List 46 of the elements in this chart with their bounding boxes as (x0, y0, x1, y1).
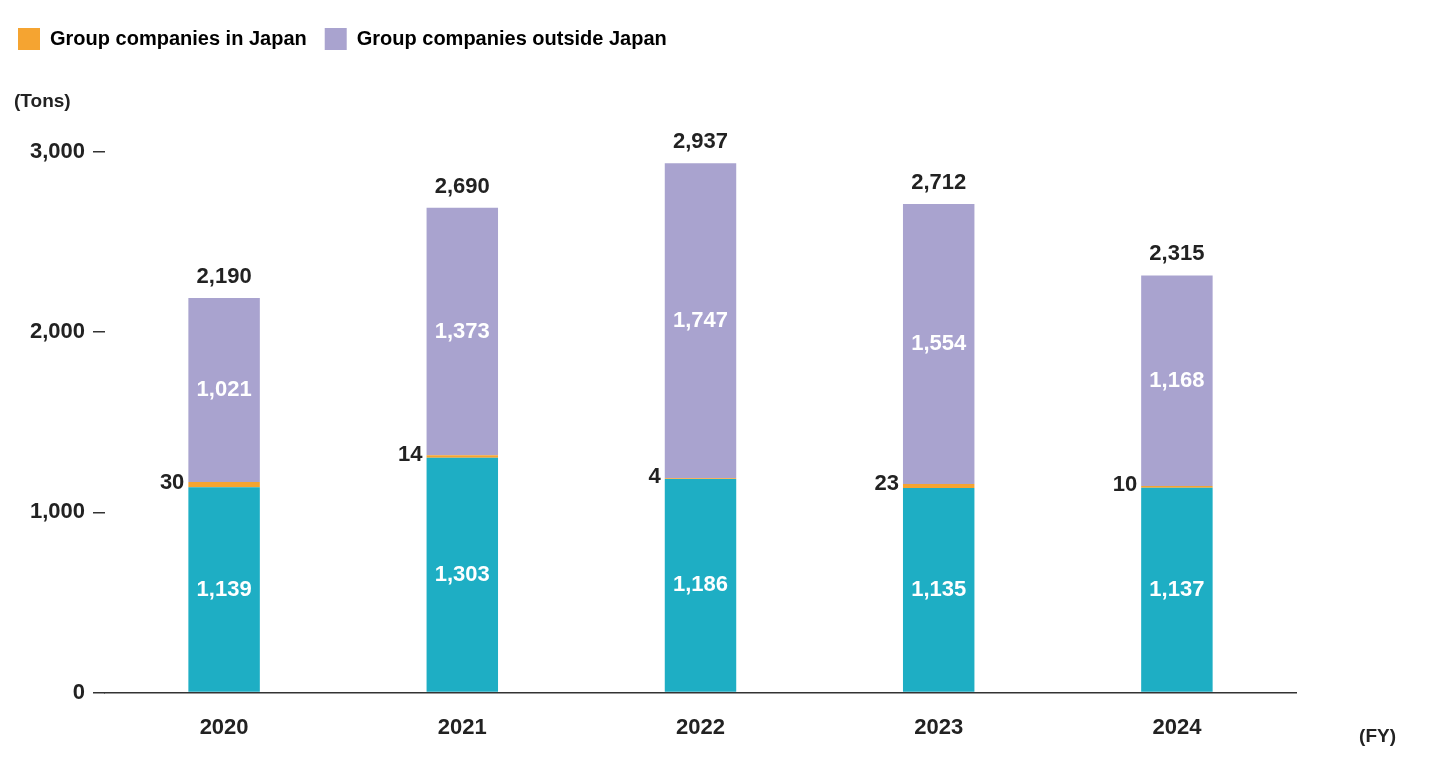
bar (664, 163, 737, 479)
data-label: 1,139 (196, 575, 252, 601)
data-label: 1,135 (911, 576, 967, 602)
bar (664, 478, 737, 692)
data-label: 1,021 (196, 376, 252, 402)
bar (426, 457, 499, 692)
x-tick-label: 2020 (199, 713, 249, 739)
data-label: 1,554 (911, 329, 967, 355)
data-label: 1,186 (672, 571, 729, 597)
y-axis-title: (Tons) (14, 90, 71, 112)
data-label: 1,373 (434, 317, 490, 343)
total-label: 2,937 (672, 128, 729, 154)
x-tick-label: 2023 (914, 713, 964, 739)
total-label: 2,712 (911, 168, 967, 194)
bar (426, 455, 499, 458)
bar (902, 483, 975, 489)
legend-label: Group companies outside Japan (356, 26, 667, 49)
legend-label: Group companies in Japan (50, 26, 307, 49)
x-tick-label: 2021 (437, 713, 487, 739)
data-label: 10 (1112, 470, 1138, 496)
y-tick-label: 3,000 (29, 138, 85, 164)
data-label: 1,303 (434, 560, 490, 586)
x-tick-label: 2022 (676, 713, 725, 739)
bar (1141, 487, 1213, 692)
data-label: 14 (398, 440, 424, 466)
total-label: 2,190 (196, 263, 252, 289)
x-tick-label: 2024 (1152, 713, 1203, 739)
data-label: 4 (648, 462, 662, 488)
y-tick-label: 1,000 (29, 498, 85, 524)
data-label: 23 (874, 470, 899, 496)
bar (188, 297, 260, 482)
y-tick-label: 0 (72, 678, 85, 704)
total-label: 2,690 (434, 172, 490, 198)
data-label: 1,747 (672, 306, 729, 332)
data-label: 1,137 (1149, 575, 1205, 601)
data-label: 30 (159, 468, 185, 494)
total-label: 2,315 (1149, 240, 1205, 266)
bar (902, 488, 975, 692)
bar (426, 207, 499, 456)
y-tick-label: 2,000 (29, 318, 85, 344)
x-axis-title: (FY) (1359, 725, 1396, 747)
bar (902, 203, 975, 484)
bar (188, 481, 260, 488)
bar (1141, 275, 1213, 486)
data-label: 1,168 (1149, 366, 1205, 392)
bar (188, 487, 260, 692)
